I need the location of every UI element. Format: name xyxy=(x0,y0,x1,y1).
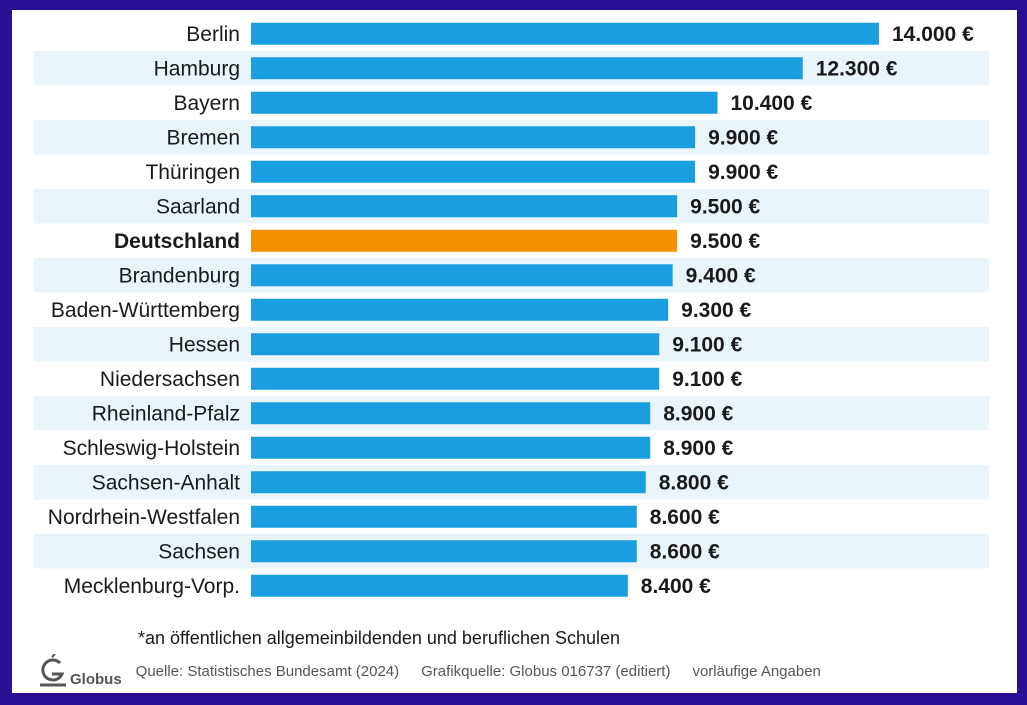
bar xyxy=(251,91,718,114)
note-text: vorläufige Angaben xyxy=(692,662,821,680)
bar xyxy=(251,402,651,425)
globus-icon xyxy=(40,654,66,687)
bar xyxy=(251,505,637,528)
value-label: 9.900 € xyxy=(708,161,778,184)
value-label: 8.900 € xyxy=(663,437,733,460)
bar xyxy=(251,540,637,563)
category-label: Baden-Württemberg xyxy=(51,299,240,322)
bar xyxy=(251,264,673,287)
footer: Globus Quelle: Statistisches Bundesamt (… xyxy=(38,654,843,688)
category-label: Hessen xyxy=(169,333,240,356)
value-label: 8.800 € xyxy=(659,471,729,494)
value-label: 8.400 € xyxy=(641,575,711,598)
chart-frame: Berlin 14.000 € Hamburg 12.300 € Bayern 10.40… xyxy=(12,10,1017,693)
value-label: 12.300 € xyxy=(816,57,898,80)
grafikquelle-text: Grafikquelle: Globus 016737 (editiert) xyxy=(421,662,671,680)
value-label: 9.100 € xyxy=(672,368,742,391)
category-label: Deutschland xyxy=(114,230,240,253)
category-label: Sachsen-Anhalt xyxy=(92,471,240,494)
footnote: *an öffentlichen allgemeinbildenden und … xyxy=(138,628,621,648)
value-label: 9.500 € xyxy=(690,230,760,253)
source-text: Quelle: Statistisches Bundesamt (2024) xyxy=(135,662,400,680)
bar xyxy=(251,471,646,494)
logo-text: Globus xyxy=(70,671,122,688)
bar xyxy=(251,126,696,149)
value-label: 14.000 € xyxy=(892,23,974,46)
category-label: Niedersachsen xyxy=(100,368,240,391)
value-label: 10.400 € xyxy=(731,92,813,115)
bar xyxy=(251,298,669,321)
globus-logo: Globus xyxy=(38,654,122,688)
bar xyxy=(251,195,678,218)
category-label: Bremen xyxy=(166,126,240,149)
category-label: Rheinland-Pfalz xyxy=(92,402,240,425)
category-label: Nordrhein-Westfalen xyxy=(48,506,240,529)
bar xyxy=(251,160,696,183)
category-label: Berlin xyxy=(186,23,240,46)
bar xyxy=(251,229,678,252)
value-label: 9.400 € xyxy=(686,264,756,287)
category-label: Mecklenburg-Vorp. xyxy=(64,575,240,598)
value-label: 9.500 € xyxy=(690,195,760,218)
bar xyxy=(251,367,660,390)
bar xyxy=(251,436,651,459)
value-label: 8.600 € xyxy=(650,540,720,563)
bar xyxy=(251,22,879,45)
category-label: Sachsen xyxy=(158,540,240,563)
category-label: Thüringen xyxy=(145,161,240,184)
category-label: Hamburg xyxy=(154,57,240,80)
bar xyxy=(251,57,803,80)
category-label: Bayern xyxy=(173,92,240,115)
bar-chart: Berlin 14.000 € Hamburg 12.300 € Bayern 10.40… xyxy=(34,22,989,598)
value-label: 9.300 € xyxy=(681,299,751,322)
category-label: Brandenburg xyxy=(119,264,240,287)
bar xyxy=(251,333,660,356)
category-label: Schleswig-Holstein xyxy=(63,437,240,460)
value-label: 8.600 € xyxy=(650,506,720,529)
bar xyxy=(251,574,628,597)
category-label: Saarland xyxy=(156,195,240,218)
value-label: 9.100 € xyxy=(672,333,742,356)
value-label: 9.900 € xyxy=(708,126,778,149)
value-label: 8.900 € xyxy=(663,402,733,425)
